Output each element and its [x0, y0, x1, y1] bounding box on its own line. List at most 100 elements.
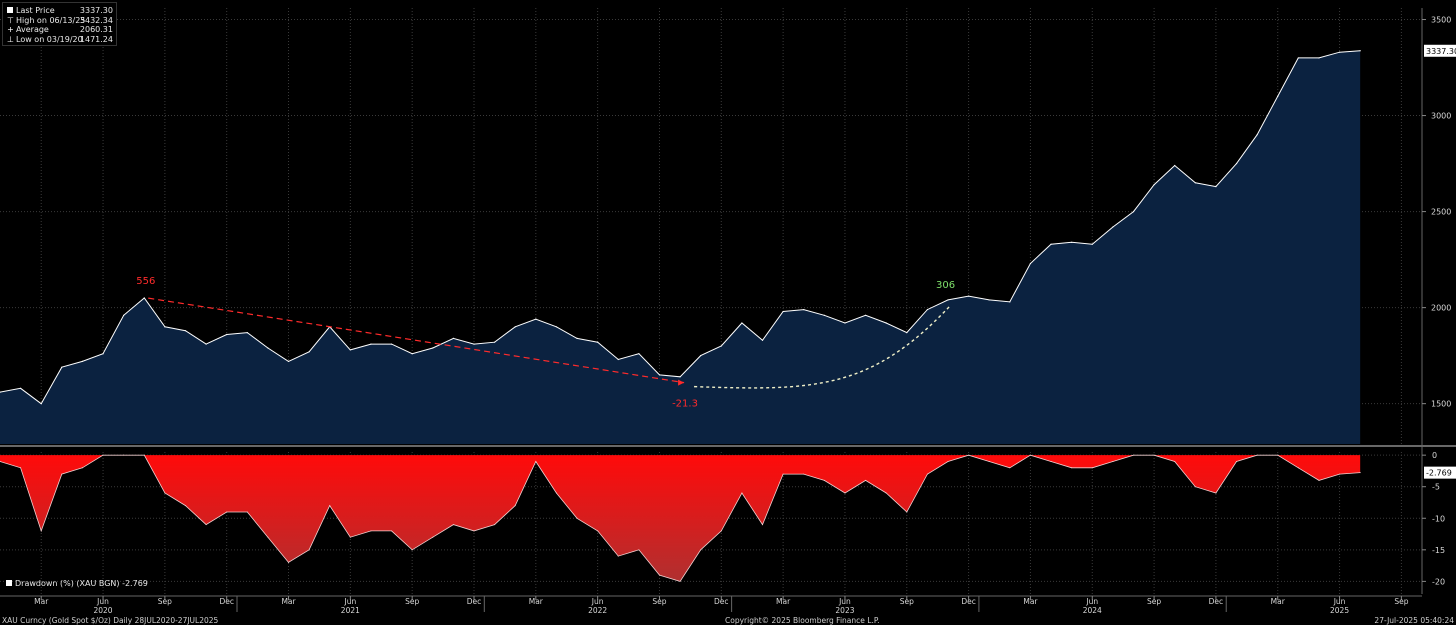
drawdown-point: [1215, 492, 1217, 494]
drawdown-point: [782, 473, 784, 475]
drawdown-point: [741, 492, 743, 494]
price-point: [1174, 164, 1176, 167]
drawdown-point: [1297, 467, 1299, 469]
drawdown-point: [1174, 460, 1176, 462]
price-point: [1277, 95, 1279, 97]
drawdown-point: [61, 473, 63, 475]
price-point: [906, 331, 908, 334]
drawdown-point: [1359, 472, 1361, 474]
drawdown-point: [968, 454, 970, 456]
y-tick-label: 2500: [1431, 208, 1451, 217]
x-tick-label: Sep: [405, 597, 419, 606]
price-point: [205, 343, 207, 345]
drawdown-point: [638, 549, 640, 551]
price-point: [246, 331, 248, 334]
last-price-box: [1424, 44, 1456, 57]
x-tick-label: Sep: [900, 597, 914, 606]
drawdown-point: [1091, 467, 1093, 469]
drawdown-point: [555, 492, 557, 494]
price-point: [267, 347, 269, 349]
price-point: [803, 308, 805, 311]
x-tick-label: Dec: [961, 597, 976, 606]
drawdown-point: [926, 473, 928, 475]
price-point: [1338, 51, 1341, 53]
drawdown-legend-label: Drawdown (%) (XAU BGN) -2.769: [15, 579, 148, 588]
footer-copyright: Copyright© 2025 Bloomberg Finance L.P.: [725, 616, 880, 625]
y-tick-label: 3500: [1431, 16, 1451, 25]
y-tick-label: 0: [1432, 451, 1437, 460]
price-point: [864, 314, 867, 316]
drawdown-point: [885, 492, 887, 494]
legend-label: Average: [16, 25, 49, 34]
price-point: [947, 299, 949, 301]
drawdown-point: [720, 530, 722, 532]
price-point: [926, 308, 928, 311]
legend-value: 3432.34: [79, 15, 113, 25]
last-price-label: 3337.30: [1426, 47, 1456, 56]
legend-label: Last Price: [16, 6, 55, 15]
price-point: [123, 314, 125, 316]
x-tick-label: Sep: [1394, 597, 1408, 606]
price-point: [432, 347, 434, 349]
drawdown-point: [432, 536, 434, 538]
price-point: [782, 310, 784, 313]
price-point: [164, 326, 166, 328]
price-point: [1256, 134, 1258, 136]
drawdown-point: [143, 454, 145, 456]
x-year-label: 2022: [588, 606, 607, 615]
drawdown-point: [40, 530, 42, 532]
x-tick-label: Jun: [1085, 597, 1098, 606]
x-tick-label: Dec: [219, 597, 234, 606]
price-point: [473, 343, 475, 345]
y-tick-label: 3000: [1431, 112, 1451, 121]
price-point: [287, 360, 290, 363]
x-tick-label: Mar: [1271, 597, 1286, 606]
price-point: [370, 343, 372, 345]
drawdown-point: [473, 530, 475, 532]
price-point: [411, 353, 413, 355]
drawdown-point: [246, 511, 248, 513]
last-drawdown-label: -2.769: [1426, 469, 1452, 478]
drawdown-point: [226, 511, 228, 513]
price-point: [885, 322, 887, 324]
drawdown-point: [288, 561, 290, 563]
drawdown-point: [1256, 454, 1258, 456]
drawdown-panel: [0, 454, 1361, 582]
drawdown-point: [391, 530, 393, 532]
footer-security: XAU Curncy (Gold Spot $/Oz) Daily 28JUL2…: [2, 616, 219, 625]
price-point: [1050, 243, 1052, 245]
price-point: [40, 403, 42, 405]
arrow-head-icon: [678, 379, 685, 386]
drawdown-point: [658, 574, 660, 576]
recovery-curve: [694, 305, 951, 389]
price-point: [844, 322, 846, 324]
legend-value: 2060.31: [79, 25, 113, 34]
price-point: [761, 339, 764, 341]
x-tick-label: Sep: [1147, 597, 1161, 606]
price-point: [1318, 57, 1320, 59]
price-point: [81, 360, 84, 363]
drawdown-point: [865, 479, 867, 481]
price-panel: [0, 50, 1361, 445]
filled-square-icon: [7, 7, 13, 13]
trough-annotation: -21.3: [672, 399, 698, 410]
drawdown-point: [576, 517, 578, 519]
price-point: [1071, 241, 1073, 243]
price-point: [700, 355, 702, 357]
drawdown-point: [123, 454, 125, 456]
price-point: [494, 341, 496, 343]
x-tick-label: Jun: [343, 597, 356, 606]
price-point: [390, 343, 393, 345]
drawdown-point: [452, 524, 454, 526]
drawdown-point: [700, 549, 702, 551]
drawdown-point: [184, 505, 186, 507]
drawdown-point: [679, 580, 681, 582]
price-area: [0, 50, 1361, 445]
x-year-label: 2020: [93, 606, 112, 615]
legend-low: ⊥ Low on 03/19/20: [7, 35, 83, 45]
drawdown-point: [823, 479, 825, 481]
drawdown-legend: Drawdown (%) (XAU BGN) -2.769: [6, 579, 148, 588]
legend-last-price: Last Price: [7, 6, 55, 16]
price-point: [1112, 226, 1114, 228]
